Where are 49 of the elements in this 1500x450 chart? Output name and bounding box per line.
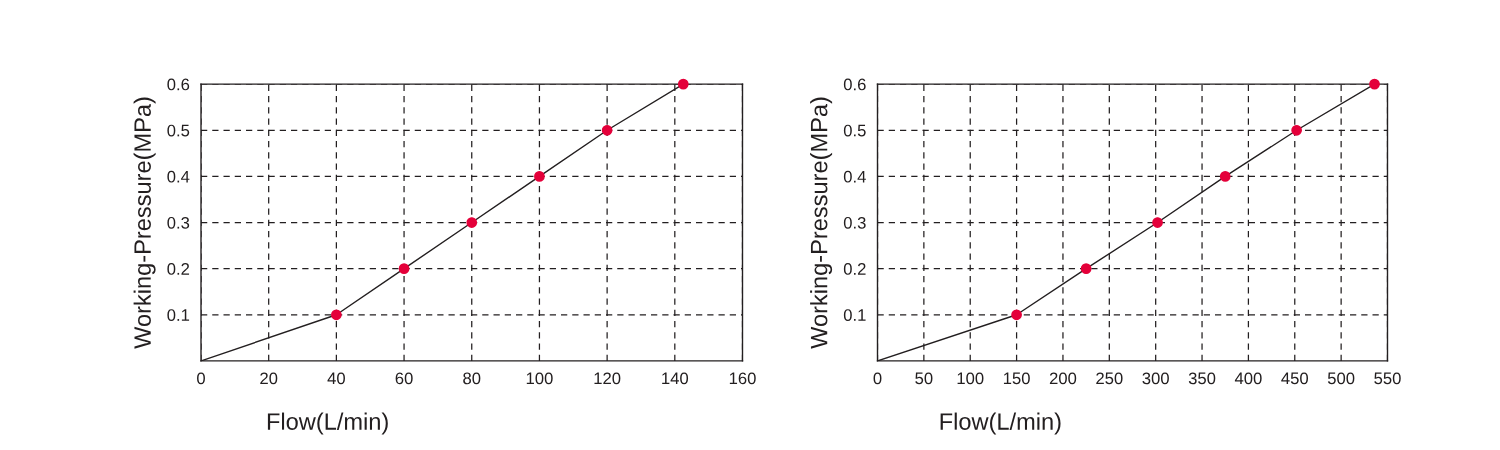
x-tick-label: 20: [260, 372, 278, 385]
point: [677, 78, 689, 90]
x-tick-label: 0: [873, 372, 882, 385]
y-tick-label: 0.1: [167, 309, 190, 321]
x-axis-title: Flow(L/min): [940, 412, 1061, 435]
y-tick-label: 0.4: [167, 170, 190, 183]
x-tick-label: 50: [915, 372, 933, 385]
point: [466, 217, 478, 228]
x-tick-label: 100: [957, 372, 984, 385]
x-axis-title: Flow(L/min): [267, 412, 388, 435]
x-tick-label: 300: [1142, 372, 1169, 385]
y-tick-label: 0.5: [167, 124, 190, 137]
x-tick-label: 160: [729, 372, 756, 385]
y-tick-label: 0.2: [167, 263, 190, 275]
y-axis-title: Working-Pressure(MPa): [133, 97, 156, 349]
point: [534, 171, 545, 182]
y-tick-label: 0.6: [843, 78, 866, 91]
point: [1219, 171, 1231, 182]
point: [331, 309, 342, 321]
x-tick-label: 350: [1188, 372, 1216, 385]
x-tick-label: 80: [463, 372, 481, 385]
x-tick-label: 250: [1096, 372, 1123, 385]
x-tick-label: 450: [1281, 372, 1309, 385]
y-tick-label: 0.6: [167, 78, 190, 91]
point: [1011, 309, 1022, 321]
x-tick-label: 0: [197, 372, 205, 385]
point: [1152, 217, 1163, 228]
y-tick-label: 0.3: [167, 216, 190, 229]
point: [398, 263, 410, 275]
point: [1369, 78, 1380, 90]
x-tick-label: 150: [1003, 372, 1030, 385]
x-tick-label: 140: [662, 372, 689, 385]
point: [601, 124, 613, 136]
y-tick-label: 0.1: [843, 309, 866, 321]
x-tick-label: 200: [1049, 372, 1077, 385]
x-tick-label: 100: [526, 372, 553, 385]
y-tick-label: 0.2: [843, 263, 866, 275]
x-tick-label: 60: [395, 372, 413, 385]
x-tick-label: 500: [1327, 372, 1355, 385]
x-tick-label: 120: [594, 372, 621, 385]
point: [1291, 124, 1302, 136]
x-tick-label: 400: [1234, 372, 1262, 385]
y-axis-title: Working-Pressure(MPa): [810, 97, 833, 349]
point: [1080, 263, 1092, 275]
y-tick-label: 0.5: [843, 124, 866, 137]
x-tick-label: 550: [1374, 372, 1401, 385]
x-tick-label: 40: [327, 372, 345, 385]
y-tick-label: 0.4: [843, 170, 866, 183]
y-tick-label: 0.3: [843, 216, 866, 229]
